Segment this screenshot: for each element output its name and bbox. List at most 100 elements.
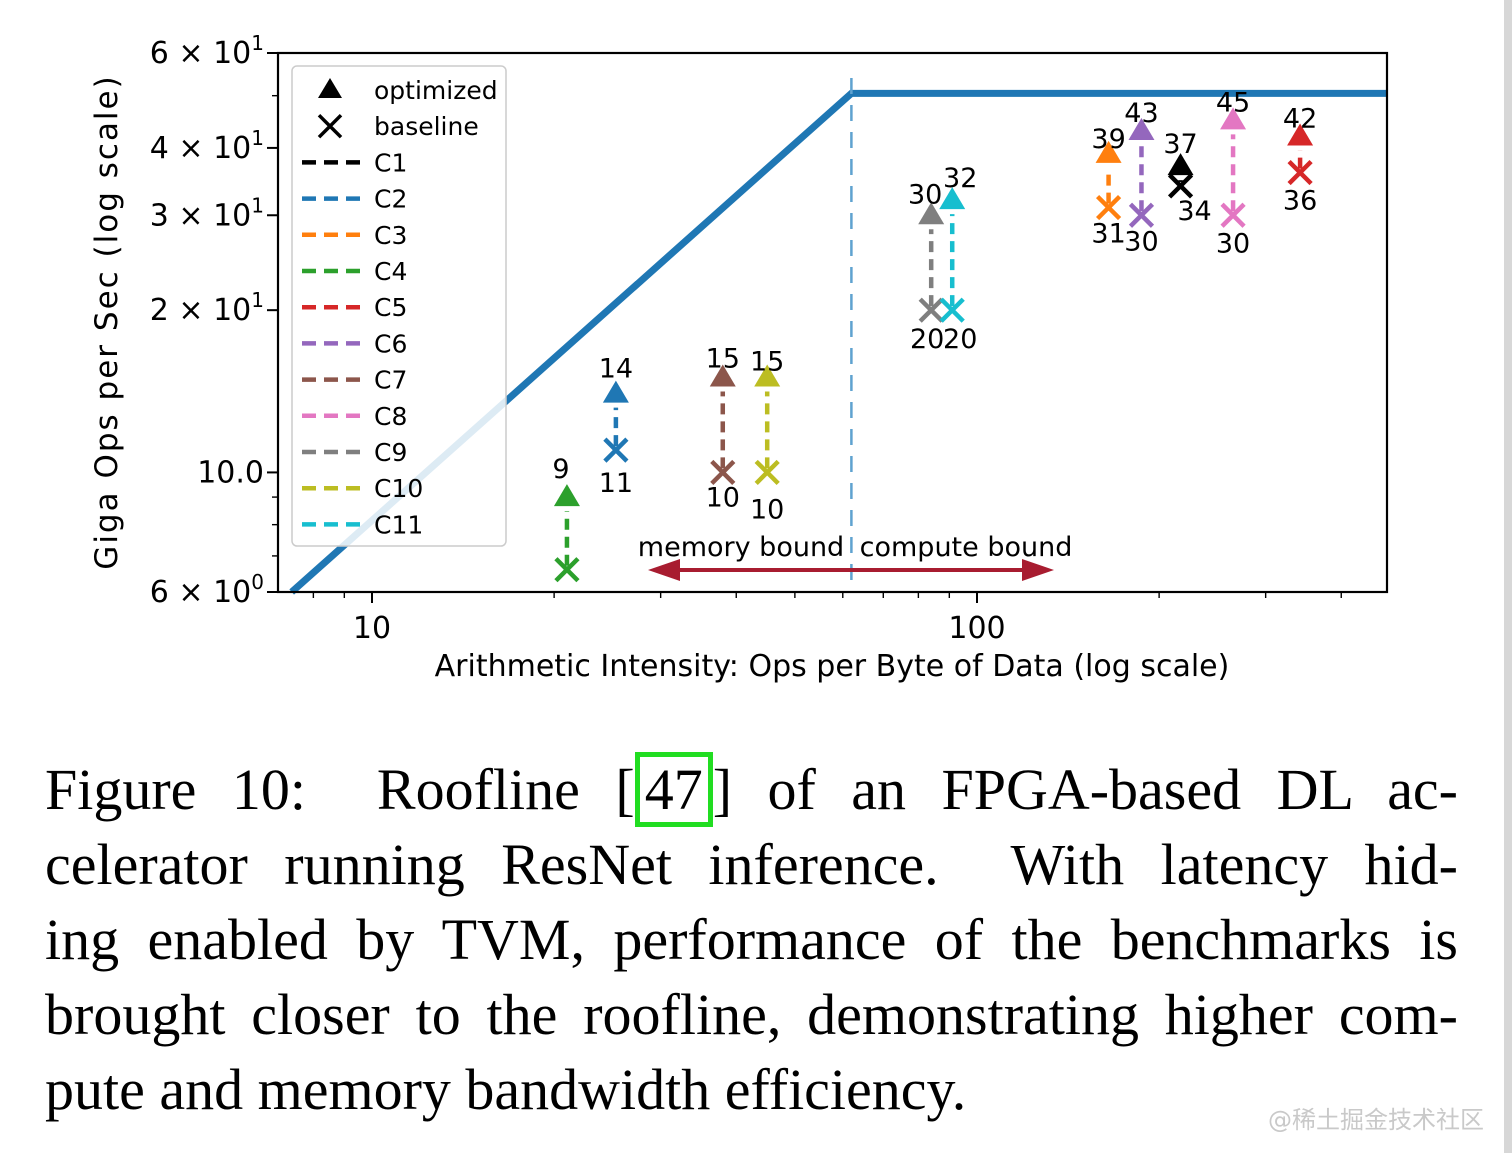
legend-label: C11 [374, 510, 423, 539]
legend-label: baseline [374, 112, 479, 141]
y-tick-label: 4 × 101 [150, 126, 264, 166]
baseline-marker [710, 459, 736, 486]
legend-triangle-icon [318, 78, 342, 98]
optimized-marker [709, 364, 736, 387]
baseline-value-label: 30 [1124, 226, 1158, 257]
baseline-marker [918, 297, 944, 323]
legend-label: C7 [374, 366, 407, 395]
caption-line-5: pute and memory bandwidth efficiency. [45, 1057, 967, 1122]
baseline-value-label: 10 [706, 482, 740, 513]
optimized-marker [1167, 153, 1194, 176]
series-C4: 9 [552, 454, 580, 583]
series-C6: 43 30 [1124, 98, 1158, 257]
legend-label: optimized [374, 76, 498, 105]
legend-label: C5 [374, 293, 407, 322]
optimized-marker [553, 484, 580, 507]
y-tick-label: 6 × 101 [150, 31, 264, 71]
y-tick-label: 2 × 101 [150, 288, 264, 328]
baseline-marker [939, 297, 965, 323]
optimized-value-label: 43 [1124, 98, 1158, 129]
optimized-value-label: 45 [1216, 87, 1250, 118]
baseline-marker [603, 437, 629, 463]
series-C3: 39 31 [1091, 124, 1125, 250]
baseline-marker [554, 557, 580, 583]
series-C2: 14 11 [599, 354, 633, 499]
caption-text: Figure 10: Roofline [ [45, 757, 635, 822]
legend-label: C3 [374, 221, 407, 250]
legend: optimized baseline C1 C2 C3 C4 C5 C6 C7 C8 C9 C10 C1… [291, 65, 507, 547]
legend-label: C9 [374, 438, 407, 467]
figure-caption: Figure 10: Roofline [47] of an FPGA-base… [45, 752, 1458, 1127]
optimized-value-label: 39 [1091, 124, 1125, 155]
arrow-left-head [648, 559, 680, 581]
baseline-value-label: 20 [943, 324, 977, 355]
baseline-marker [1287, 159, 1313, 186]
series-C11: 32 20 [939, 163, 977, 355]
legend-label: C1 [374, 148, 407, 177]
baseline-value-label: 20 [910, 324, 944, 355]
legend-label: C8 [374, 402, 407, 431]
legend-label: C2 [374, 185, 407, 214]
watermark: @稀土掘金技术社区 [1268, 1106, 1484, 1134]
optimized-value-label: 30 [908, 179, 942, 210]
baseline-value-label: 34 [1177, 196, 1211, 227]
optimized-value-label: 32 [943, 163, 977, 194]
baseline-value-label: 36 [1283, 186, 1317, 217]
optimized-marker [918, 202, 945, 225]
y-tick-label: 6 × 100 [150, 570, 264, 610]
optimized-value-label: 15 [750, 347, 784, 378]
x-axis-label: Arithmetic Intensity: Ops per Byte of Da… [435, 649, 1230, 684]
optimized-marker [939, 187, 966, 210]
plot-border [276, 51, 1389, 594]
optimized-marker [602, 380, 629, 403]
optimized-value-label: 42 [1283, 103, 1317, 134]
optimized-value-label: 37 [1163, 129, 1197, 160]
optimized-marker [1128, 117, 1155, 140]
y-tick-label: 10.0 [197, 455, 264, 490]
optimized-value-label: 15 [706, 344, 740, 375]
caption-line-1: Figure 10: Roofline [47] of an FPGA-base… [45, 752, 1458, 827]
series-C9: 30 20 [908, 179, 944, 355]
series-C5: 42 36 [1283, 103, 1317, 216]
optimized-marker [1095, 140, 1122, 163]
citation-link-47[interactable]: 47 [634, 752, 713, 827]
series-C1: 37 34 [1163, 129, 1211, 227]
caption-line-3: ing enabled by TVM, performance of the b… [45, 907, 1458, 972]
baseline-value-label: 11 [599, 468, 633, 499]
optimized-marker [754, 364, 781, 387]
legend-label: C4 [374, 257, 407, 286]
y-axis-label: Giga Ops per Sec (log scale) [89, 74, 125, 569]
roofline-chart: memory bound compute bound 37 34 14 11 39 31 9 42… [89, 31, 1389, 684]
arrow-right-head [1022, 559, 1054, 581]
x-tick-label: 10 [353, 611, 391, 646]
baseline-value-label: 30 [1216, 228, 1250, 259]
optimized-value-label: 9 [552, 454, 569, 485]
legend-box [291, 65, 507, 547]
caption-line-2: celerator running ResNet inference. With… [45, 832, 1458, 897]
memory-bound-label: memory bound [638, 532, 844, 563]
optimized-marker [1220, 107, 1247, 130]
legend-label: C10 [374, 474, 423, 503]
legend-label: C6 [374, 329, 407, 358]
baseline-value-label: 10 [750, 494, 784, 525]
caption-text: ] of an FPGA-based DL ac- [712, 757, 1458, 822]
x-tick-label: 100 [948, 611, 1005, 646]
bound-annotation: memory bound compute bound [638, 532, 1073, 581]
baseline-marker [754, 459, 780, 486]
baseline-marker [1220, 202, 1246, 228]
series-C8: 45 30 [1216, 87, 1250, 259]
baseline-marker [1128, 202, 1155, 228]
compute-bound-label: compute bound [860, 532, 1073, 563]
baseline-marker [1095, 194, 1122, 221]
baseline-value-label: 31 [1091, 219, 1125, 250]
y-tick-label: 3 × 101 [150, 193, 264, 233]
optimized-marker [1287, 123, 1314, 146]
page-edge-strip[interactable] [1504, 0, 1512, 1153]
legend-x-icon [317, 113, 343, 139]
caption-line-4: brought closer to the roofline, demonstr… [45, 982, 1458, 1047]
optimized-value-label: 14 [599, 354, 633, 385]
baseline-marker [1167, 173, 1194, 199]
